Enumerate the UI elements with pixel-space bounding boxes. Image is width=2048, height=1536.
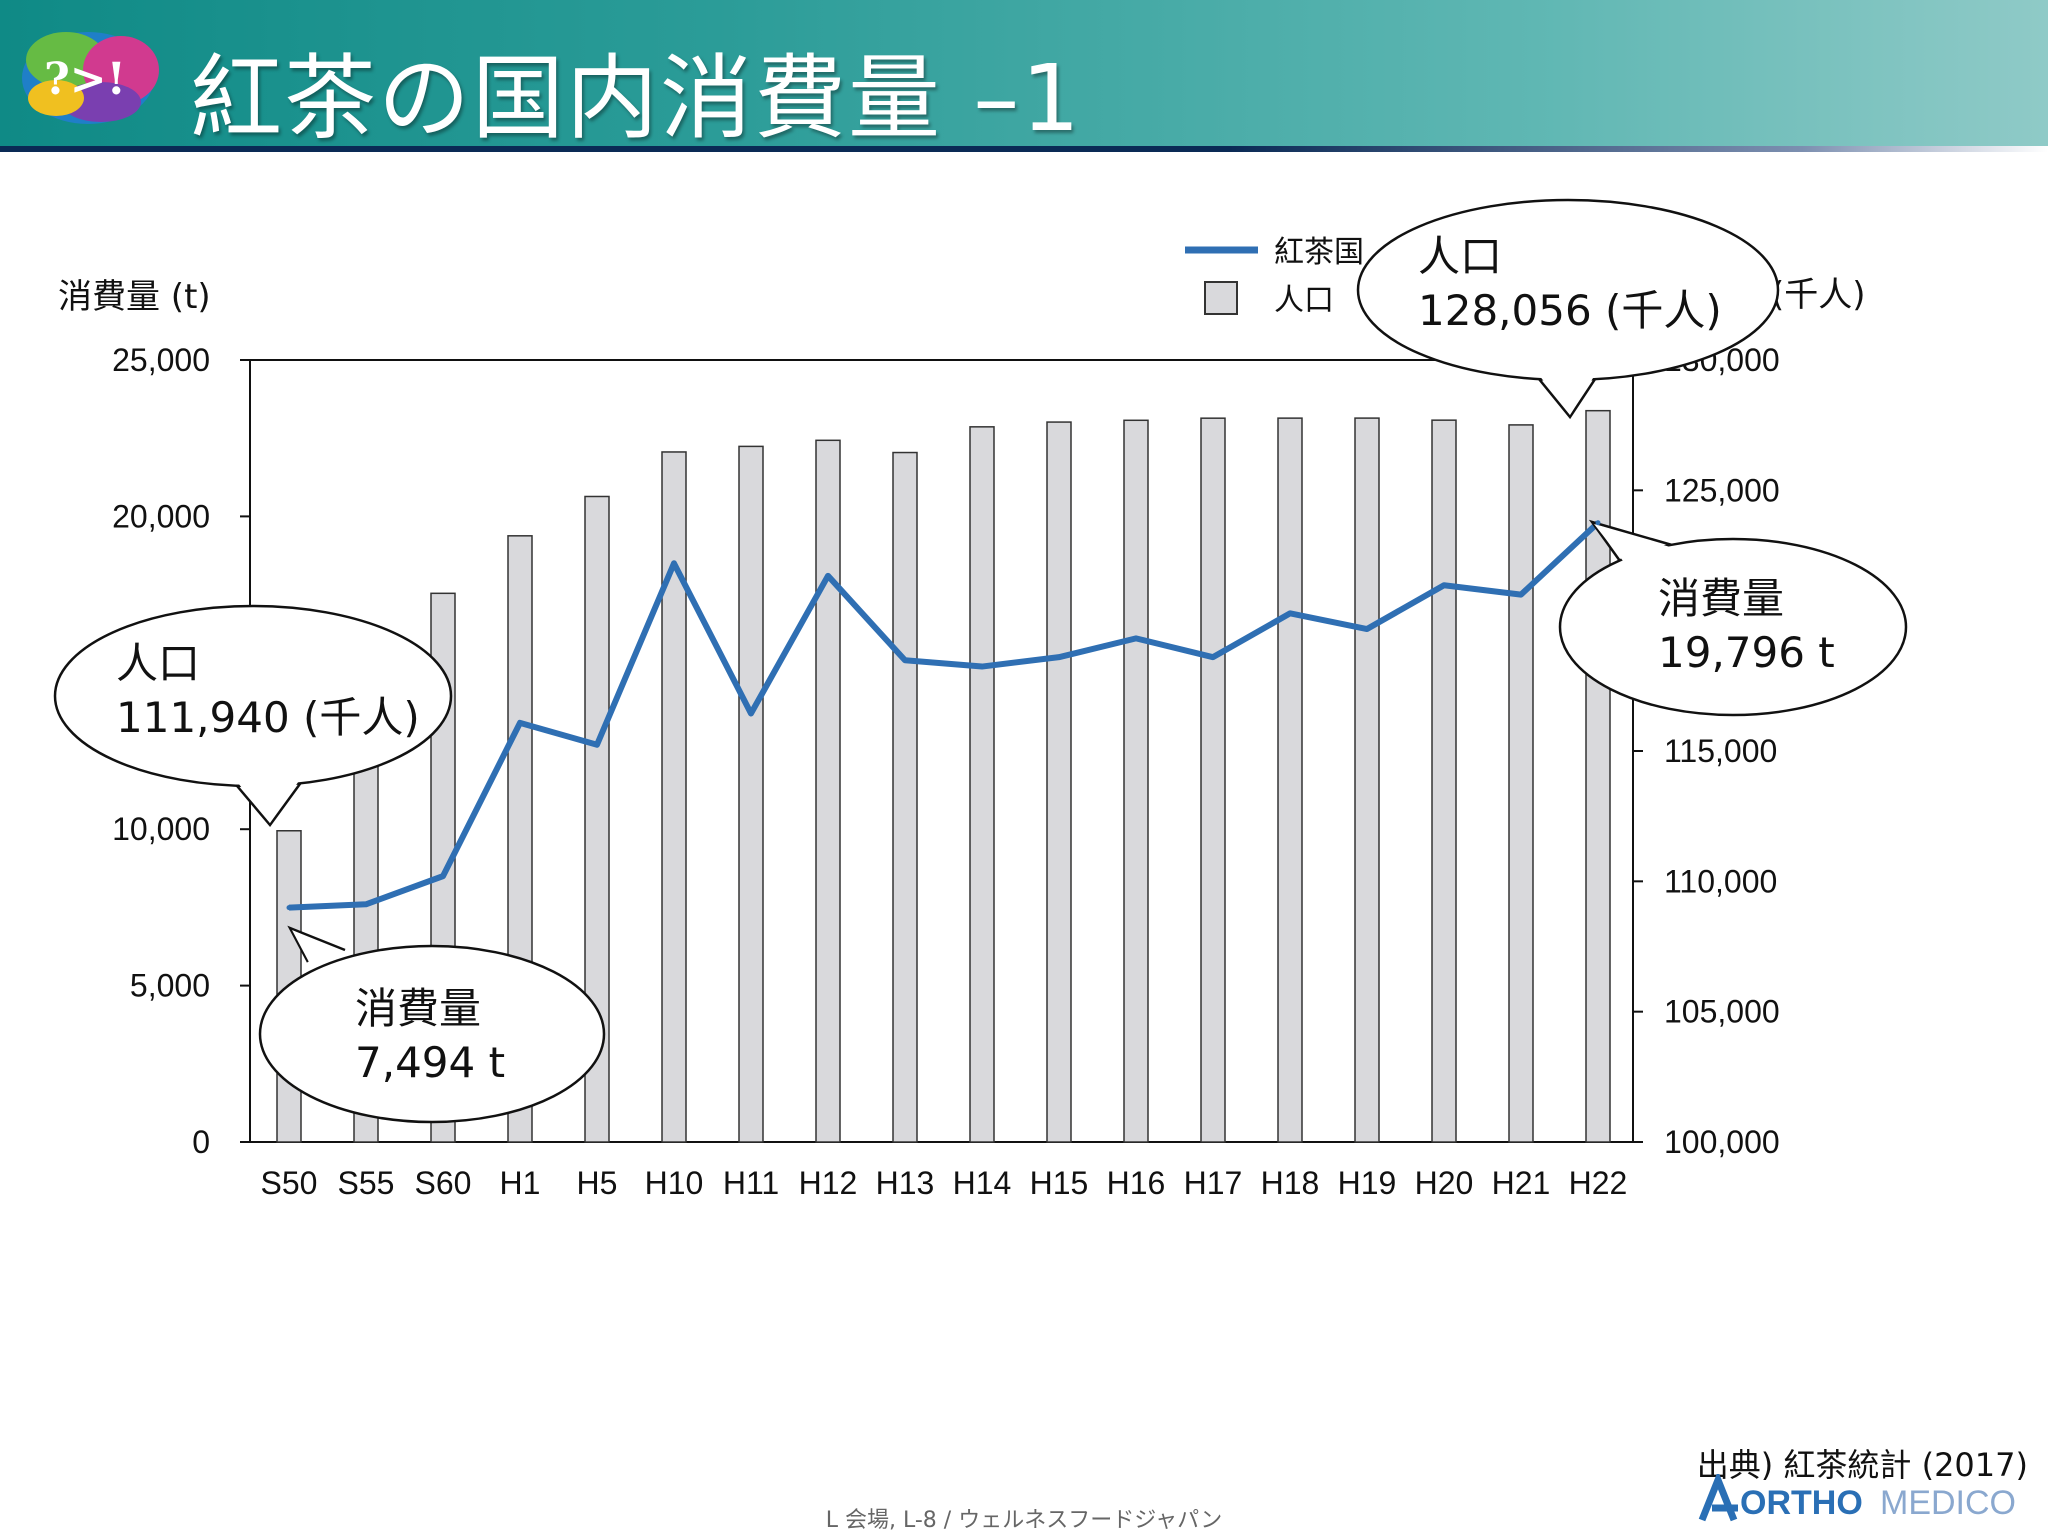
source-citation: 出典) 紅茶統計 (2017) (1696, 1446, 2028, 1484)
x-tick-label: S50 (261, 1165, 318, 1201)
left-tick-label: 5,000 (130, 968, 210, 1004)
consumption-point-S50 (286, 905, 292, 911)
consumption-point-S60 (440, 873, 446, 879)
callout-population-start-label: 人口 (116, 639, 201, 688)
callout-bubble-population-end (1356, 198, 1780, 420)
callout-consumption-end-value: 19,796 t (1658, 628, 1835, 677)
callout-consumption-end-label: 消費量 (1658, 574, 1785, 623)
population-bar-H11 (738, 445, 764, 1143)
x-tick-label: H15 (1030, 1165, 1089, 1201)
consumption-point-H20 (1441, 582, 1447, 588)
population-bar-H19 (1354, 417, 1380, 1143)
population-bar-H10 (661, 451, 687, 1143)
x-tick-label: H19 (1338, 1165, 1397, 1201)
consumption-point-H5 (594, 742, 600, 748)
brand-name-bold: ORTHO (1740, 1484, 1863, 1522)
slide-header (0, 0, 2048, 148)
x-tick-label: H1 (500, 1165, 541, 1201)
callout-population-end-label: 人口 (1418, 232, 1503, 281)
x-tick-label: H12 (799, 1165, 858, 1201)
population-bar-H13 (892, 451, 918, 1143)
consumption-point-H22 (1595, 520, 1601, 526)
ortho-medico-logo: ORTHO MEDICO (1698, 1474, 2016, 1522)
population-bar-H18 (1277, 417, 1303, 1143)
x-tick-label: H10 (645, 1165, 704, 1201)
population-bar-H16 (1123, 419, 1149, 1143)
consumption-point-H12 (825, 573, 831, 579)
legend-label-population: 人口 (1274, 283, 1334, 318)
ortho-medico-mark-icon (1698, 1474, 1738, 1522)
legend: 紅茶国 人口 (1185, 235, 1364, 318)
x-tick-label: H5 (577, 1165, 618, 1201)
population-bar-H17 (1200, 417, 1226, 1143)
population-bar-H12 (815, 439, 841, 1143)
question-exclaim-logo-icon: ?>! (22, 32, 159, 124)
x-tick-label: H22 (1569, 1165, 1628, 1201)
right-axis-label: (千人) (1771, 275, 1866, 315)
x-tick-label: H14 (953, 1165, 1012, 1201)
consumption-point-H16 (1133, 635, 1139, 641)
callout-bubble-consumption-start (258, 925, 606, 1124)
slide-title: 紅茶の国内消費量 –1 (190, 45, 1082, 152)
left-tick-label: 0 (192, 1124, 210, 1160)
population-bar-H14 (969, 426, 995, 1143)
callout-consumption-start-text: 消費量 7,494 t (355, 982, 505, 1090)
consumption-point-H10 (671, 560, 677, 566)
left-tick-label: 25,000 (112, 342, 210, 378)
consumption-point-S55 (363, 901, 369, 907)
footer-venue: L 会場, L-8 / ウェルネスフードジャパン (825, 1508, 1223, 1533)
x-tick-label: H18 (1261, 1165, 1320, 1201)
callout-bubble-consumption-end (1558, 519, 1908, 717)
left-axis-label: 消費量 (t) (58, 277, 211, 317)
callout-population-start-text: 人口 111,940 (千人) (116, 637, 420, 745)
consumption-point-H14 (979, 664, 985, 670)
callout-population-start-value: 111,940 (千人) (116, 693, 420, 742)
callout-consumption-end-text: 消費量 19,796 t (1658, 572, 1835, 680)
callout-population-end-value: 128,056 (千人) (1418, 286, 1722, 335)
population-bar-H21 (1508, 424, 1534, 1143)
brand-name-light: MEDICO (1880, 1484, 2016, 1522)
consumption-point-H13 (902, 657, 908, 663)
legend-label-consumption: 紅茶国 (1274, 235, 1364, 270)
x-tick-label: H20 (1415, 1165, 1474, 1201)
header-divider (0, 146, 2048, 152)
callout-consumption-start-label: 消費量 (355, 984, 482, 1033)
callout-consumption-start-value: 7,494 t (355, 1038, 506, 1087)
consumption-point-H19 (1364, 626, 1370, 632)
right-tick-label: 105,000 (1664, 994, 1780, 1030)
right-tick-label: 100,000 (1664, 1124, 1780, 1160)
x-tick-label: H17 (1184, 1165, 1243, 1201)
x-tick-label: H11 (723, 1165, 779, 1201)
x-tick-label: S55 (338, 1165, 395, 1201)
legend-bar-swatch (1204, 281, 1238, 315)
callout-population-end-text: 人口 128,056 (千人) (1418, 230, 1722, 338)
consumption-point-H17 (1210, 654, 1216, 660)
consumption-point-H11 (748, 710, 754, 716)
right-tick-label: 115,000 (1664, 733, 1777, 769)
right-tick-label: 125,000 (1664, 472, 1780, 508)
consumption-point-H15 (1056, 654, 1062, 660)
x-tick-label: H13 (876, 1165, 935, 1201)
consumption-point-H21 (1518, 592, 1524, 598)
consumption-point-H1 (517, 720, 523, 726)
consumption-point-H18 (1287, 610, 1293, 616)
consumption-series-line (288, 520, 1601, 911)
left-tick-label: 10,000 (112, 811, 210, 847)
left-tick-label: 20,000 (112, 498, 210, 534)
svg-text:?>!: ?>! (44, 54, 126, 105)
population-bar-H20 (1431, 419, 1457, 1143)
x-tick-label: H21 (1492, 1165, 1551, 1201)
x-tick-label: S60 (415, 1165, 472, 1201)
right-tick-label: 110,000 (1664, 863, 1777, 899)
population-bar-H15 (1046, 421, 1072, 1143)
x-tick-label: H16 (1107, 1165, 1166, 1201)
callout-bubble-population-start (53, 604, 453, 828)
